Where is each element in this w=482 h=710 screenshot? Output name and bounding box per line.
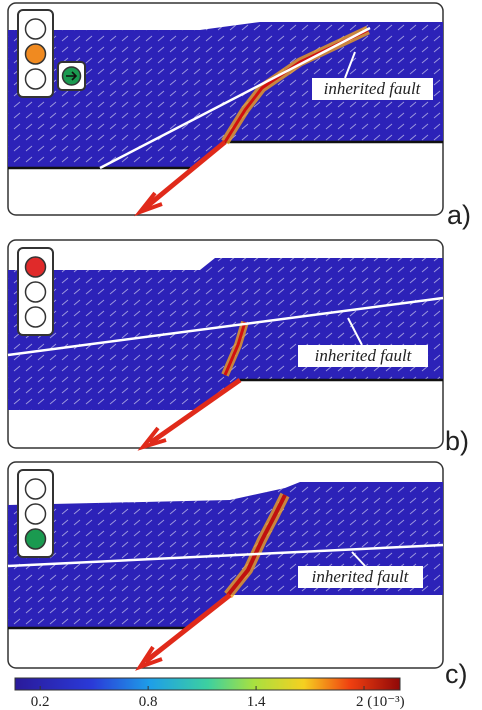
panel-letter: c) [445, 659, 468, 689]
fault-label: inherited fault [324, 79, 422, 98]
panel-letter: a) [447, 200, 471, 230]
colorbar-tick-label: 2 (10⁻³) [356, 694, 405, 710]
panel-a: inherited fault a) [7, 2, 471, 230]
panel-c: inherited fault c) [7, 461, 468, 689]
fault-label: inherited fault [315, 346, 413, 365]
panel-letter: b) [445, 426, 469, 456]
colorbar-tick-label: 0.2 [31, 694, 50, 710]
colorbar-tick-label: 0.8 [139, 694, 158, 710]
colorbar: 0.2 0.8 1.4 2 (10⁻³) [14, 677, 405, 710]
colorbar-tick-label: 1.4 [247, 694, 266, 710]
panel-b: inherited fault b) [7, 239, 469, 456]
fault-label: inherited fault [312, 567, 410, 586]
